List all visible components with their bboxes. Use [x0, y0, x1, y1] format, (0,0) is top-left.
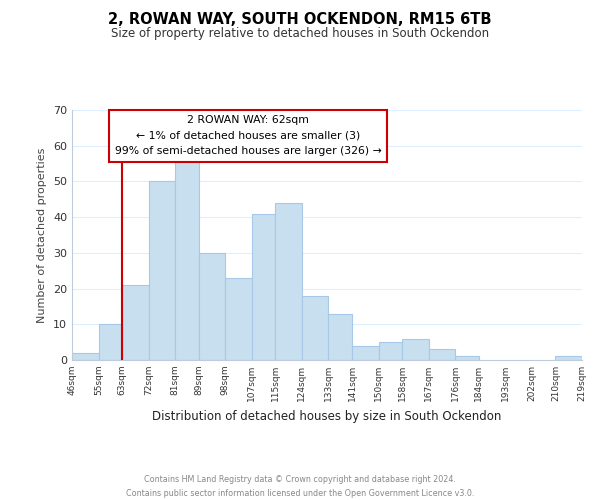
Bar — [72, 353, 98, 360]
Bar — [252, 214, 275, 360]
Bar — [352, 346, 379, 360]
Bar — [455, 356, 479, 360]
Bar — [199, 253, 225, 360]
X-axis label: Distribution of detached houses by size in South Ockendon: Distribution of detached houses by size … — [152, 410, 502, 422]
Bar — [556, 356, 582, 360]
Text: Size of property relative to detached houses in South Ockendon: Size of property relative to detached ho… — [111, 28, 489, 40]
Bar — [328, 314, 352, 360]
Text: 2, ROWAN WAY, SOUTH OCKENDON, RM15 6TB: 2, ROWAN WAY, SOUTH OCKENDON, RM15 6TB — [108, 12, 492, 28]
Bar — [175, 153, 199, 360]
Text: 2 ROWAN WAY: 62sqm
← 1% of detached houses are smaller (3)
99% of semi-detached : 2 ROWAN WAY: 62sqm ← 1% of detached hous… — [115, 115, 382, 156]
Bar — [402, 338, 429, 360]
Bar — [122, 285, 149, 360]
Bar — [275, 203, 302, 360]
Bar — [98, 324, 122, 360]
Bar — [379, 342, 402, 360]
Bar — [225, 278, 252, 360]
Y-axis label: Number of detached properties: Number of detached properties — [37, 148, 47, 322]
Bar — [429, 350, 455, 360]
Bar — [302, 296, 328, 360]
Text: Contains HM Land Registry data © Crown copyright and database right 2024.
Contai: Contains HM Land Registry data © Crown c… — [126, 476, 474, 498]
Bar — [149, 182, 175, 360]
